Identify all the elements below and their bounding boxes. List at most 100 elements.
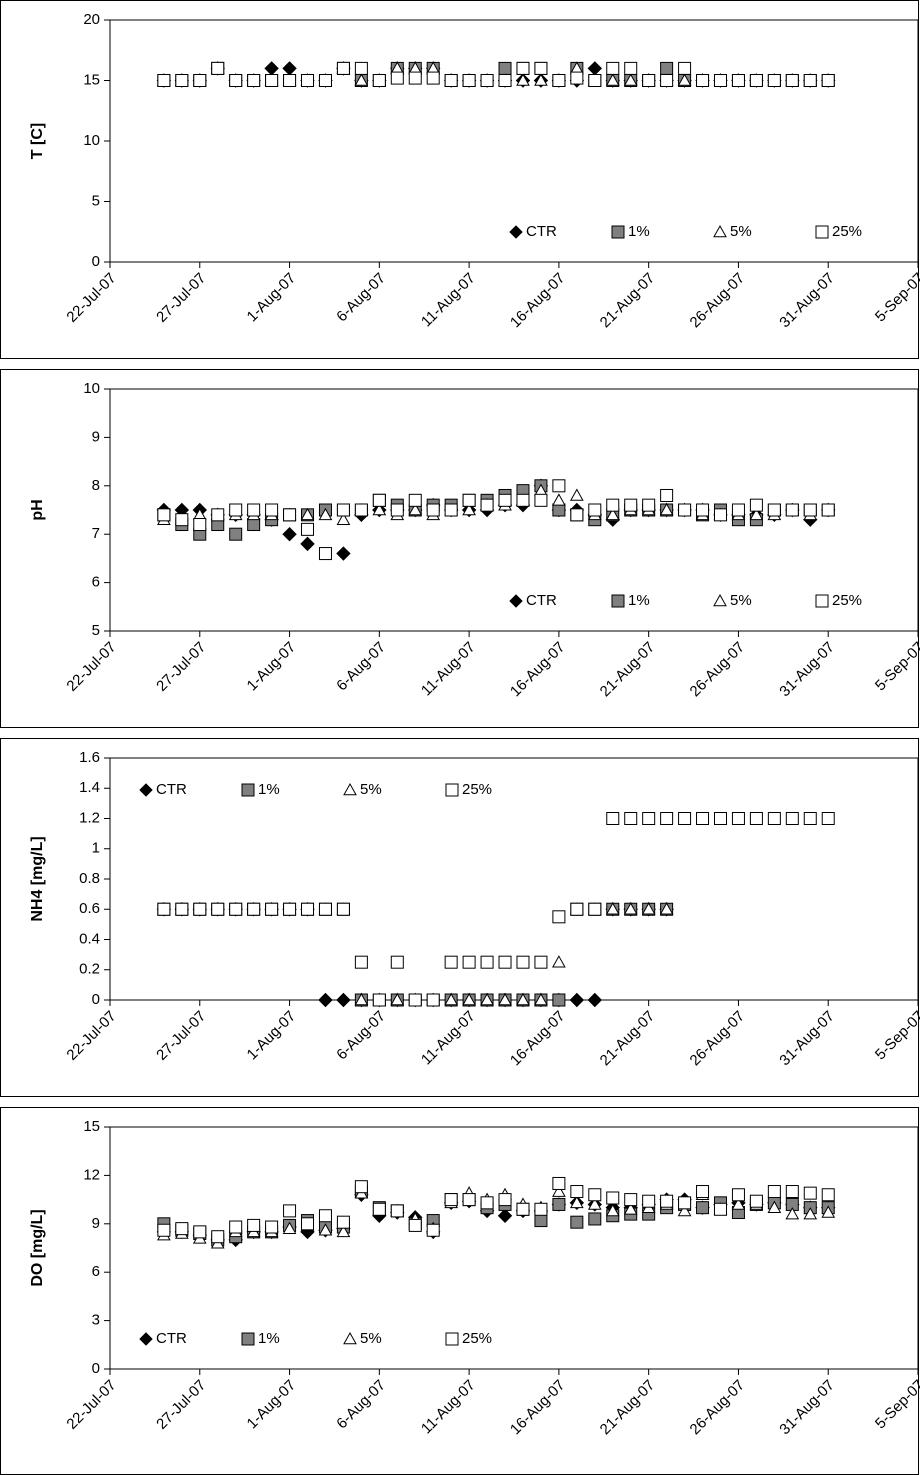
data-point: [803, 503, 817, 517]
y-axis-title: DO [mg/L]: [29, 1209, 46, 1286]
legend-marker: [713, 224, 727, 238]
data-point: [193, 518, 207, 532]
data-point: [713, 1202, 727, 1216]
data-point: [408, 502, 423, 516]
data-point: [229, 1220, 243, 1234]
data-point: [785, 503, 799, 517]
data-point: [660, 61, 674, 75]
data-point: [713, 812, 727, 825]
legend-marker: [815, 225, 829, 239]
data-point: [229, 503, 243, 517]
data-point: [587, 61, 603, 76]
data-point: [569, 1195, 584, 1209]
data-point: [193, 902, 207, 916]
y-tick-label: 7: [92, 525, 100, 542]
y-tick-label: 15: [83, 1118, 100, 1135]
data-point: [444, 503, 458, 517]
data-point: [678, 61, 692, 75]
legend-label: 5%: [730, 223, 752, 240]
y-tick-label: 0: [92, 991, 100, 1008]
y-tick-label: 9: [92, 428, 100, 445]
data-point: [497, 1208, 513, 1223]
data-point: [408, 1218, 422, 1232]
data-point: [301, 1217, 315, 1231]
data-point: [516, 73, 530, 86]
data-point: [283, 508, 297, 522]
data-point: [624, 498, 638, 512]
data-point: [318, 1223, 333, 1236]
y-tick-label: 0.8: [79, 870, 100, 887]
data-point: [247, 74, 261, 87]
panel-frame: [0, 0, 919, 359]
y-tick-label: 10: [83, 132, 100, 149]
data-point: [570, 71, 584, 85]
data-point: [713, 508, 727, 522]
data-point: [605, 902, 620, 915]
x-tick-label: 16-Aug-07: [507, 639, 569, 701]
data-point: [785, 1207, 800, 1220]
data-point: [390, 955, 404, 969]
y-tick-label: 0.2: [79, 961, 100, 978]
data-point: [624, 812, 638, 825]
data-point: [336, 992, 351, 1008]
data-point: [336, 902, 350, 916]
legend-label: CTR: [526, 592, 557, 609]
legend-label: 25%: [832, 592, 862, 609]
data-point: [480, 498, 494, 512]
data-point: [767, 503, 781, 517]
data-point: [336, 1224, 351, 1238]
data-point: [552, 493, 566, 506]
y-tick-label: 15: [83, 71, 100, 88]
y-tick-label: 6: [92, 574, 100, 591]
legend-label: 1%: [258, 781, 280, 798]
data-point: [498, 493, 512, 507]
x-tick-label: 16-Aug-07: [507, 270, 569, 332]
x-tick-label: 27-Jul-07: [153, 1377, 209, 1433]
data-point: [552, 993, 566, 1007]
data-point: [283, 74, 297, 87]
data-point: [749, 812, 763, 825]
data-point: [354, 73, 369, 86]
data-point: [175, 74, 189, 87]
y-tick-label: 0.4: [79, 930, 100, 947]
data-point: [157, 1223, 171, 1237]
data-point: [301, 902, 315, 916]
legend-label: 25%: [462, 1330, 492, 1347]
data-point: [660, 488, 674, 502]
data-point: [569, 488, 584, 501]
data-point: [785, 74, 799, 87]
data-point: [606, 812, 620, 825]
data-point: [480, 1196, 494, 1210]
legend-marker: [241, 783, 255, 797]
legend-label: 1%: [258, 1330, 280, 1347]
x-tick-label: 31-Aug-07: [776, 639, 838, 701]
data-point: [444, 1193, 458, 1207]
data-point: [444, 74, 458, 87]
data-point: [193, 74, 207, 87]
data-point: [498, 955, 512, 969]
data-point: [498, 1193, 512, 1207]
data-point: [659, 902, 674, 915]
data-point: [570, 1185, 584, 1199]
data-point: [749, 74, 763, 87]
data-point: [821, 812, 835, 825]
data-point: [749, 1194, 763, 1208]
data-point: [318, 74, 332, 87]
data-point: [318, 992, 333, 1008]
data-point: [426, 1223, 440, 1237]
data-point: [624, 61, 638, 75]
data-point: [336, 503, 350, 517]
legend-marker: [445, 783, 459, 797]
data-point: [534, 955, 548, 969]
panel-frame: [0, 369, 919, 728]
legend-marker: [611, 225, 625, 239]
y-tick-label: 1.2: [79, 809, 100, 826]
data-point: [731, 503, 745, 517]
data-point: [354, 61, 368, 75]
x-tick-label: 11-Aug-07: [418, 270, 479, 331]
legend-marker: [445, 1332, 459, 1346]
data-point: [588, 1188, 602, 1202]
data-point: [498, 61, 512, 75]
y-tick-label: 8: [92, 477, 100, 494]
